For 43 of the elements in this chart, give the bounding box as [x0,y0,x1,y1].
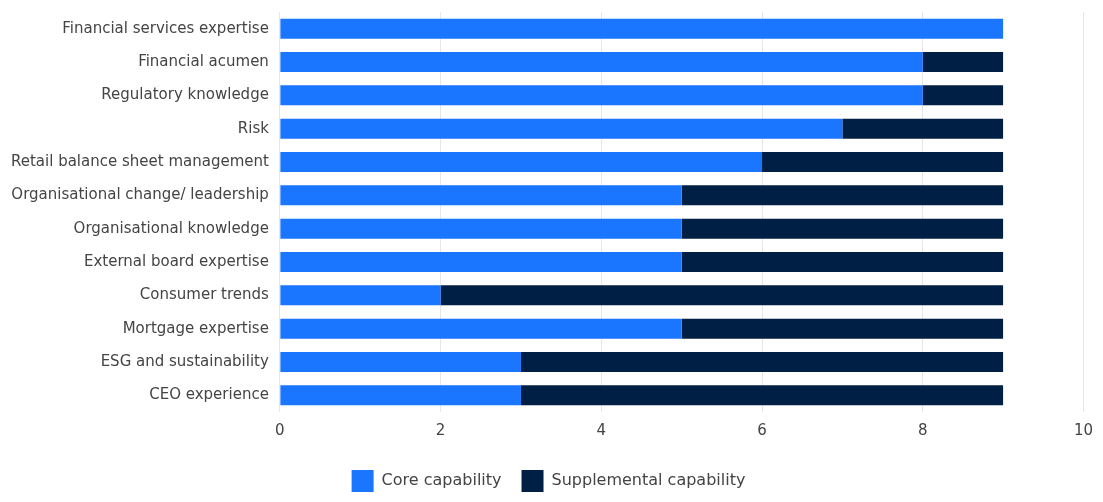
bar [762,152,1004,172]
bar [280,318,682,339]
y-tick-label: Retail balance sheet management [11,151,269,170]
y-tick-label: Risk [237,118,270,137]
y-tick-label: Regulatory knowledge [101,85,269,104]
bar [280,352,521,372]
legend-label: Supplemental capability [551,470,746,490]
y-tick-label: Financial services expertise [62,18,269,37]
bar [280,18,1004,39]
y-tick-label: Organisational knowledge [73,218,269,237]
x-tick-label: 8 [917,420,928,439]
bar [280,118,843,139]
bar [681,185,1004,206]
bar [681,218,1004,239]
bar [520,352,1004,372]
x-tick-label: 4 [596,420,607,439]
y-tick-label: CEO experience [149,385,269,404]
bar [842,118,1004,139]
y-tick-label: Financial acumen [138,51,269,70]
bar [280,85,923,106]
bar [280,52,923,72]
bar [440,285,1004,306]
x-tick-label: 0 [275,420,285,439]
bar [922,52,1004,72]
bar [681,318,1004,339]
legend-label: Core capability [381,470,502,490]
y-tick-label: Consumer trends [139,285,270,304]
bar [280,285,441,306]
bar [280,385,521,406]
x-tick-label: 6 [757,420,767,439]
x-tick-label: 2 [435,420,446,439]
bar [280,185,682,206]
bar [280,252,682,272]
y-tick-label: Mortgage expertise [122,318,269,337]
bar [520,385,1004,406]
x-tick-label: 10 [1073,420,1093,439]
bar [922,85,1004,106]
bar [280,152,763,172]
bar [681,252,1004,272]
y-tick-label: ESG and sustainability [100,351,269,370]
y-tick-label: Organisational change/ leadership [11,185,269,204]
bar [280,218,682,239]
y-tick-label: External board expertise [83,251,269,270]
